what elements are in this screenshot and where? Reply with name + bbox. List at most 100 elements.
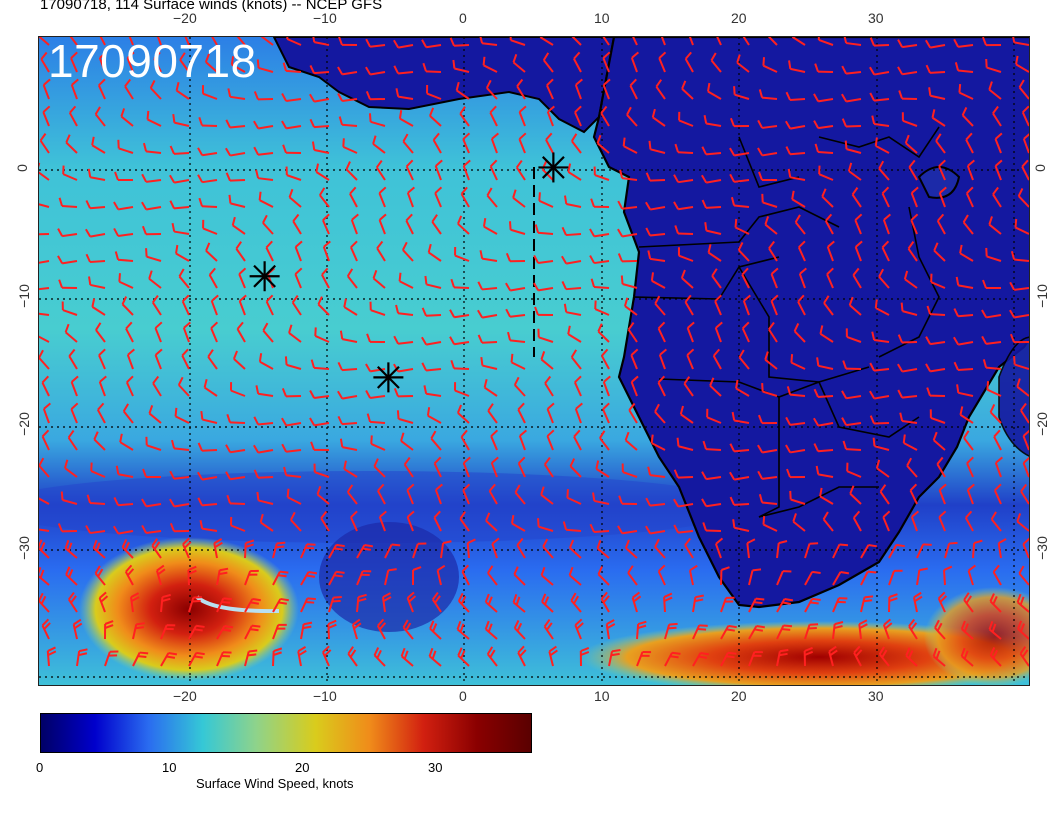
wind-barb [897, 39, 918, 49]
wind-barb [1021, 105, 1029, 127]
wind-barb [62, 165, 78, 181]
wind-barb [902, 434, 918, 451]
wind-barb [300, 597, 316, 613]
wind-barb [934, 619, 946, 640]
wind-barb [152, 375, 162, 397]
wind-barb [509, 37, 526, 46]
wind-barb [629, 78, 638, 100]
wind-barb [174, 407, 190, 424]
wind-barb [569, 539, 582, 559]
wind-barb [618, 495, 638, 505]
wind-barb [954, 62, 974, 73]
wind-barb [994, 456, 1003, 478]
wind-barb [605, 619, 616, 640]
wind-barb [994, 132, 1003, 154]
wind-barb [714, 537, 724, 559]
wind-barb [764, 216, 778, 235]
wind-barb [967, 564, 976, 586]
wind-barb [149, 79, 162, 100]
wind-barb [684, 51, 694, 73]
wind-barb [904, 134, 918, 154]
wind-barb [788, 60, 806, 73]
wind-barb [440, 540, 452, 559]
wind-barb [692, 594, 704, 613]
wind-barb [679, 405, 694, 424]
wind-barb [562, 521, 582, 532]
wind-barb [373, 458, 386, 478]
wind-barb [589, 523, 610, 534]
wind-barb [985, 247, 1002, 262]
wind-barb [484, 620, 498, 640]
wind-barb [988, 216, 1002, 235]
wind-barb [343, 298, 358, 316]
wind-barb [393, 363, 414, 373]
wind-barb [714, 321, 723, 343]
wind-barb [938, 510, 947, 532]
wind-barb [213, 537, 223, 559]
wind-barb [117, 139, 134, 154]
wind-barb [146, 110, 162, 127]
wind-barb [310, 441, 330, 451]
wind-barb [172, 114, 190, 127]
wind-barb [1016, 513, 1029, 532]
wind-barb [826, 240, 835, 262]
wind-barb [262, 322, 274, 343]
wind-barb [505, 308, 526, 318]
wind-barb [225, 172, 246, 182]
wind-barb [797, 294, 806, 316]
wind-barb [953, 361, 974, 371]
wind-barb [339, 330, 358, 343]
wind-barb [860, 570, 877, 586]
wind-barb [736, 54, 750, 73]
wind-barb [457, 647, 470, 667]
wind-barb [284, 356, 302, 370]
wind-barb [542, 538, 554, 559]
wind-barb [701, 146, 722, 156]
wind-barb [624, 297, 638, 316]
wind-barb [487, 403, 498, 424]
wind-barb [90, 462, 106, 478]
wind-barb [992, 564, 1002, 586]
wind-barb [141, 524, 162, 534]
wind-barb [548, 645, 558, 667]
wind-barb [154, 348, 163, 370]
wind-barb [64, 459, 78, 478]
wind-barb [202, 219, 218, 235]
wind-barb [966, 483, 975, 505]
wind-barb [260, 37, 274, 46]
wind-barb [546, 78, 554, 100]
wind-barb [346, 484, 358, 505]
wind-barb [429, 620, 442, 640]
wind-barb [376, 618, 387, 640]
wind-barb [365, 363, 386, 373]
wind-barb [542, 52, 554, 73]
wind-barb [198, 197, 218, 208]
wind-barb [994, 159, 1003, 181]
wind-barb [342, 138, 358, 154]
wind-barb [758, 89, 778, 100]
wind-barb [406, 510, 415, 532]
wind-barb [86, 494, 106, 505]
wind-barb [703, 114, 722, 127]
wind-barb [589, 228, 610, 238]
wind-barb [483, 378, 498, 397]
wind-barb [208, 37, 218, 46]
lake-victoria [917, 166, 961, 199]
wind-barb [785, 91, 806, 101]
wind-barb [764, 351, 778, 370]
wind-barb [1022, 429, 1029, 451]
wind-barb [197, 497, 218, 507]
wind-barb [124, 78, 134, 100]
wind-barb [960, 647, 974, 667]
wind-barb [798, 267, 807, 289]
wind-barb [234, 37, 246, 46]
wind-barb [852, 510, 862, 532]
colorbar-tick: 0 [36, 760, 44, 775]
wind-barb [406, 186, 416, 208]
wind-barb [402, 241, 414, 262]
wind-barb [119, 433, 134, 451]
wind-barb [421, 307, 442, 317]
wind-barb [645, 497, 666, 507]
wind-barb [959, 244, 974, 262]
wind-barb [828, 645, 838, 667]
